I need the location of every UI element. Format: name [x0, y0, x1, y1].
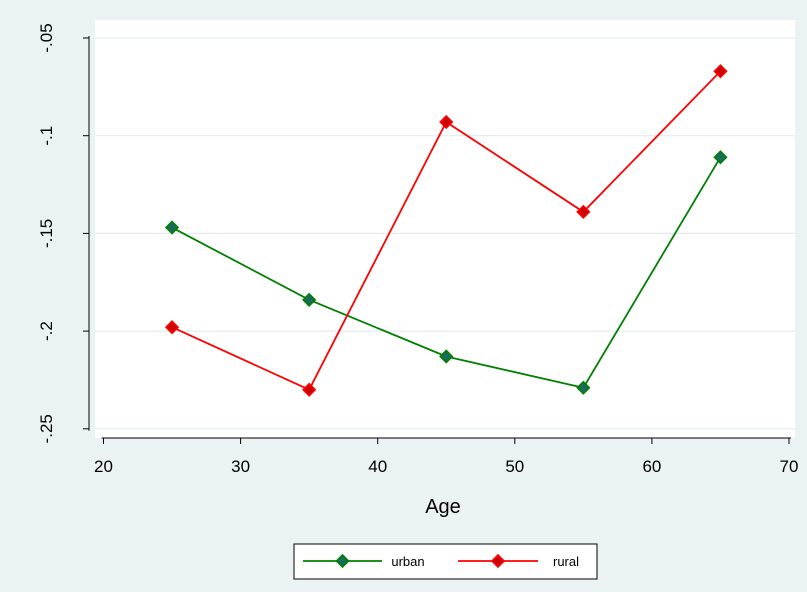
- y-tick-label-1: -.2: [37, 321, 56, 341]
- series-lines: [164, 64, 728, 397]
- y-tick-label-4: -.05: [37, 23, 56, 52]
- x-tick-label-2: 40: [368, 457, 387, 476]
- axes: -.25 -.2 -.15 -.1 -.05 20 30 40 50 60 70: [37, 23, 798, 476]
- series-urban: [164, 150, 728, 395]
- data-point-urban-3: [576, 380, 591, 395]
- legend-marker-rural: [490, 553, 506, 569]
- legend: urban rural: [293, 543, 598, 580]
- y-tick-label-3: -.1: [37, 126, 56, 146]
- data-point-rural-3: [576, 204, 591, 220]
- data-point-rural-0: [164, 320, 180, 335]
- legend-label-rural: rural: [553, 554, 579, 569]
- y-tick-label-0: -.25: [37, 414, 56, 443]
- x-tick-label-0: 20: [94, 457, 113, 476]
- gridlines: [95, 37, 795, 430]
- data-point-urban-4: [713, 150, 728, 165]
- x-tick-label-3: 50: [505, 457, 524, 476]
- x-tick-label-1: 30: [231, 457, 250, 476]
- data-point-rural-2: [439, 114, 454, 130]
- x-axis-title: Age: [425, 496, 461, 518]
- plot-background: [95, 20, 795, 438]
- data-point-rural-4: [713, 64, 728, 79]
- data-point-rural-1: [302, 382, 317, 397]
- x-tick-label-5: 70: [780, 457, 799, 476]
- legend-marker-urban: [335, 553, 350, 569]
- y-tick-label-2: -.15: [37, 219, 56, 248]
- x-tick-label-4: 60: [642, 457, 661, 476]
- data-point-urban-2: [439, 349, 454, 364]
- data-point-urban-1: [302, 292, 317, 307]
- data-point-urban-0: [164, 220, 180, 235]
- series-rural: [164, 64, 728, 397]
- legend-label-urban: urban: [391, 554, 424, 569]
